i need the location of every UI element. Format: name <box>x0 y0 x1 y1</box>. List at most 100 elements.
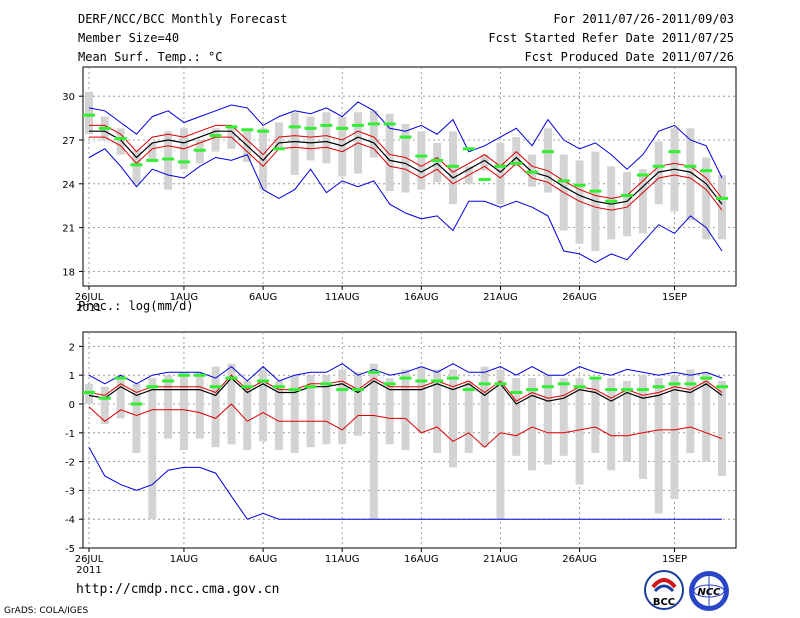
precipitation-ensemble-box <box>464 380 473 453</box>
precipitation-observed-marker <box>605 388 618 392</box>
temperature-observed-marker <box>526 170 539 174</box>
precipitation-observed-marker <box>621 388 634 392</box>
precipitation-ensemble-max-line <box>88 363 723 385</box>
temperature-observed-marker <box>225 125 238 129</box>
precipitation-ensemble-box <box>132 383 141 453</box>
source-url[interactable]: http://cmdp.ncc.cma.gov.cn <box>76 582 280 597</box>
temperature-observed-marker <box>589 189 602 193</box>
precipitation-ensemble-box <box>718 380 726 476</box>
precipitation-observed-marker <box>716 385 728 389</box>
precipitation-ensemble-box <box>528 378 537 471</box>
precipitation-ensemble-box <box>179 372 188 451</box>
precipitation-ensemble-box <box>385 378 394 445</box>
temperature-ensemble-box <box>417 131 426 190</box>
temperature-ensemble-box <box>638 169 647 234</box>
temperature-observed-marker <box>541 150 554 154</box>
precipitation-observed-marker <box>446 376 459 380</box>
temperature-observed-marker <box>399 135 412 139</box>
precipitation-observed-marker <box>526 388 539 392</box>
precipitation-ensemble-box <box>670 375 679 500</box>
precipitation-ensemble-box <box>607 378 616 471</box>
precipitation-observed-marker <box>383 382 396 386</box>
precipitation-observed-marker <box>367 370 380 374</box>
precipitation-observed-marker <box>336 388 349 392</box>
temperature-ensemble-box <box>148 142 157 161</box>
temperature-observed-marker <box>162 157 175 161</box>
precipitation-observed-marker <box>684 382 697 386</box>
precipitation-xtick-label: 26JUL <box>75 554 104 565</box>
precipitation-ensemble-mean-line <box>88 377 723 405</box>
precipitation-ensemble-box <box>100 386 109 425</box>
precipitation-ensemble-box <box>702 372 711 462</box>
precipitation-ensemble-box <box>591 378 600 453</box>
precipitation-ensemble-min-line <box>88 446 722 520</box>
precipitation-ytick-label: -1 <box>65 429 75 440</box>
temperature-frame <box>82 66 737 287</box>
precipitation-observed-marker <box>288 388 301 392</box>
temperature-ensemble-box <box>85 91 93 135</box>
temperature-observed-marker <box>636 173 649 177</box>
temperature-ensemble-box <box>290 112 299 176</box>
temperature-ensemble-box <box>670 128 679 212</box>
temperature-ensemble-box <box>480 154 489 171</box>
temperature-ensemble-box <box>433 142 442 183</box>
temperature-observed-marker <box>700 169 713 173</box>
temperature-observed-marker <box>193 148 206 152</box>
precipitation-ensemble-box <box>369 363 378 520</box>
precipitation-observed-marker <box>193 373 206 377</box>
precipitation-observed-marker <box>83 390 95 394</box>
precipitation-ytick-label: -2 <box>65 458 75 469</box>
precipitation-ensemble-box <box>686 369 695 453</box>
precipitation-ensemble-box <box>195 372 204 439</box>
precipitation-ensemble-box <box>559 378 568 456</box>
temperature-observed-marker <box>272 147 285 151</box>
temperature-xtick-label: 26JUL <box>75 292 104 303</box>
temperature-observed-marker <box>478 177 491 181</box>
temperature-xtick-label: 16AUG <box>404 292 439 303</box>
chart-title: DERF/NCC/BCC Monthly Forecast <box>78 12 288 26</box>
precipitation-ensemble-box <box>575 378 584 485</box>
precipitation-observed-marker <box>272 385 285 389</box>
precipitation-observed-marker <box>225 376 238 380</box>
precipitation-frame <box>82 331 737 549</box>
precipitation-observed-marker <box>431 379 444 383</box>
temperature-ensemble-min-line <box>88 148 723 264</box>
temperature-xtick-label: 26AUG <box>562 292 597 303</box>
precipitation-ensemble-box <box>211 366 220 448</box>
precipitation-observed-marker <box>114 376 127 380</box>
precipitation-observed-marker <box>462 388 475 392</box>
precipitation-observed-marker <box>320 382 333 386</box>
temperature-observed-marker <box>336 126 349 130</box>
precipitation-observed-marker <box>668 382 681 386</box>
temperature-ensemble-max-line <box>88 101 723 179</box>
precipitation-ensemble-box <box>654 378 663 514</box>
temperature-ensemble-mean-line <box>89 130 723 205</box>
temperature-observed-marker <box>257 129 270 133</box>
temperature-observed-marker <box>716 196 728 200</box>
precipitation-ytick-label: 0 <box>69 400 75 411</box>
precipitation-observed-marker <box>352 388 365 392</box>
temperature-xtick-label: 21AUG <box>483 292 518 303</box>
temperature-observed-marker <box>146 158 159 162</box>
produced-date: Fcst Produced Date 2011/07/26 <box>524 50 734 64</box>
precipitation-ensemble-box <box>512 378 521 456</box>
precipitation-ensemble-box <box>433 369 442 453</box>
precipitation-ytick-label: 1 <box>69 371 75 382</box>
precipitation-observed-marker <box>177 373 190 377</box>
precipitation-observed-marker <box>415 379 428 383</box>
temperature-observed-marker <box>98 126 111 130</box>
precipitation-observed-marker <box>241 385 254 389</box>
precipitation-xtick-label: 1SEP <box>662 554 687 565</box>
temperature-ytick-label: 18 <box>62 267 75 278</box>
precipitation-ytick-label: -3 <box>65 486 75 497</box>
temperature-ensemble-box <box>686 128 695 221</box>
temperature-observed-marker <box>83 113 95 117</box>
precipitation-ytick-label: 2 <box>69 342 75 353</box>
precipitation-ensemble-box <box>274 380 283 451</box>
temperature-observed-marker <box>668 150 681 154</box>
temperature-observed-marker <box>177 160 190 164</box>
temperature-spread-upper-line <box>89 124 723 199</box>
precipitation-ensemble-box <box>543 375 552 465</box>
refer-date: Fcst Started Refer Date 2011/07/25 <box>488 31 734 45</box>
temperature-observed-marker <box>352 123 365 127</box>
